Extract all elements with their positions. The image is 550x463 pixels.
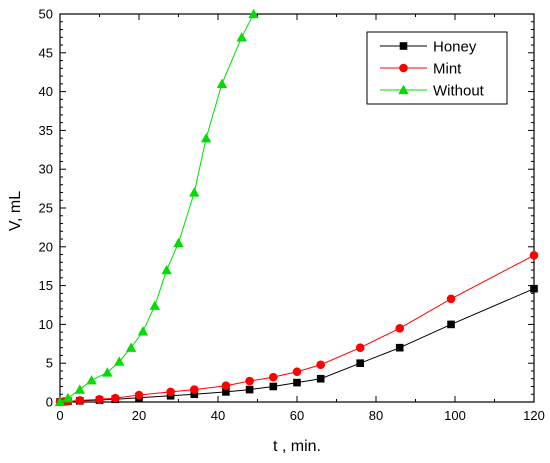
x-axis-title: t , min. bbox=[273, 438, 321, 455]
data-point-without bbox=[102, 367, 113, 377]
data-point-mint bbox=[245, 376, 254, 386]
data-point-without bbox=[189, 187, 200, 197]
data-point-mint bbox=[292, 367, 302, 377]
data-point-mint bbox=[221, 381, 231, 391]
data-point-mint bbox=[111, 393, 120, 403]
data-point-mint bbox=[395, 323, 405, 333]
data-point-mint bbox=[75, 396, 85, 405]
y-tick-label: 30 bbox=[39, 162, 53, 177]
data-point-without bbox=[74, 384, 85, 394]
x-tick-label: 100 bbox=[444, 408, 466, 423]
legend-marker-mint bbox=[399, 63, 408, 73]
x-tick-label: 40 bbox=[211, 408, 225, 423]
legend-marker-honey bbox=[399, 42, 408, 50]
data-point-without bbox=[54, 396, 66, 407]
x-tick-label: 120 bbox=[523, 408, 545, 423]
data-point-without bbox=[248, 8, 259, 19]
data-point-without bbox=[125, 342, 137, 352]
legend-item-mint: Mint bbox=[380, 61, 462, 78]
data-point-honey bbox=[190, 390, 199, 399]
y-tick-label: 15 bbox=[39, 278, 53, 293]
data-point-honey bbox=[395, 343, 404, 352]
data-point-without bbox=[161, 264, 172, 275]
x-tick-label: 80 bbox=[369, 408, 383, 423]
data-point-without bbox=[173, 237, 184, 248]
data-point-honey bbox=[222, 388, 230, 396]
y-tick-label: 10 bbox=[39, 317, 53, 332]
y-tick-label: 40 bbox=[39, 84, 53, 99]
data-point-without bbox=[149, 300, 160, 310]
x-tick-label: 0 bbox=[56, 408, 63, 423]
x-tick-label: 20 bbox=[132, 408, 146, 423]
data-point-without bbox=[137, 326, 149, 336]
data-point-mint bbox=[529, 251, 539, 260]
data-point-mint bbox=[316, 360, 326, 370]
axis-ticks bbox=[59, 13, 535, 403]
y-tick-label: 0 bbox=[46, 395, 53, 410]
legend-marker-without bbox=[398, 84, 409, 95]
axis-tick-labels: 0 20 40 60 80 100 120 0 5 10 15 20 25 30 35 40 45 50 bbox=[39, 7, 545, 424]
data-point-mint bbox=[190, 385, 199, 394]
legend-item-honey: Honey bbox=[380, 39, 477, 56]
y-tick-label: 50 bbox=[39, 7, 53, 22]
data-point-honey bbox=[447, 320, 455, 329]
data-point-honey bbox=[269, 382, 278, 391]
y-tick-label: 20 bbox=[39, 239, 53, 254]
data-point-without bbox=[86, 375, 97, 385]
data-point-without bbox=[216, 78, 228, 88]
data-point-mint bbox=[269, 372, 278, 382]
data-point-honey bbox=[293, 378, 301, 387]
legend: Honey Mint Without bbox=[366, 31, 508, 105]
data-point-without bbox=[200, 132, 212, 143]
y-axis-title: V, mL bbox=[7, 191, 24, 231]
y-tick-label: 5 bbox=[46, 356, 53, 371]
series-honey bbox=[56, 284, 538, 406]
data-point-honey bbox=[245, 385, 254, 394]
data-point-honey bbox=[356, 359, 364, 367]
series-without bbox=[54, 8, 259, 407]
data-point-mint bbox=[134, 390, 144, 400]
legend-label-honey: Honey bbox=[433, 39, 477, 56]
y-tick-label: 35 bbox=[39, 123, 53, 138]
data-point-without bbox=[114, 356, 125, 366]
series-group bbox=[54, 8, 539, 407]
data-point-without bbox=[236, 32, 247, 42]
data-point-mint bbox=[446, 294, 456, 304]
legend-label-without: Without bbox=[433, 83, 485, 100]
legend-item-without: Without bbox=[380, 83, 485, 100]
series-mint bbox=[55, 251, 539, 407]
data-point-mint bbox=[355, 343, 365, 352]
data-point-mint bbox=[166, 387, 175, 397]
data-point-honey bbox=[316, 374, 325, 383]
y-tick-label: 25 bbox=[39, 201, 53, 216]
series-line-without bbox=[59, 13, 254, 403]
data-point-honey bbox=[530, 284, 538, 293]
y-tick-label: 45 bbox=[39, 45, 53, 60]
legend-label-mint: Mint bbox=[433, 61, 462, 78]
x-tick-label: 60 bbox=[290, 408, 304, 423]
data-point-without bbox=[62, 392, 74, 403]
data-point-mint bbox=[95, 394, 104, 404]
